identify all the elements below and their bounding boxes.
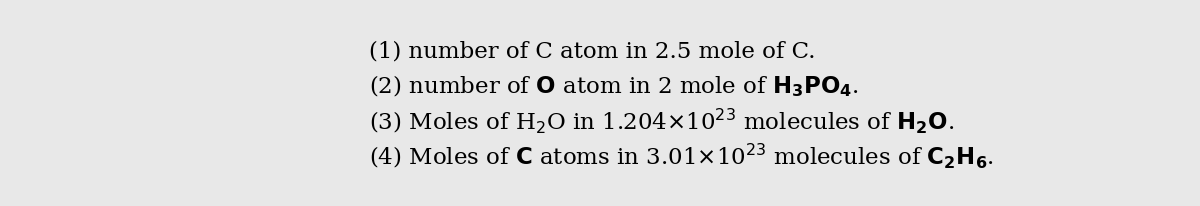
Text: (2) number of $\mathbf{O}$ atom in 2 mole of $\mathbf{H_3PO_4}$.: (2) number of $\mathbf{O}$ atom in 2 mol…: [368, 73, 858, 99]
Text: (3) Moles of H$_2$O in 1.204$\times$10$^{23}$ molecules of $\mathbf{H_2O}$.: (3) Moles of H$_2$O in 1.204$\times$10$^…: [368, 106, 954, 135]
Text: (1) number of C atom in 2.5 mole of C.: (1) number of C atom in 2.5 mole of C.: [368, 41, 815, 63]
Text: (4) Moles of $\mathbf{C}$ atoms in 3.01$\times$10$^{23}$ molecules of $\mathbf{C: (4) Moles of $\mathbf{C}$ atoms in 3.01$…: [368, 141, 994, 170]
